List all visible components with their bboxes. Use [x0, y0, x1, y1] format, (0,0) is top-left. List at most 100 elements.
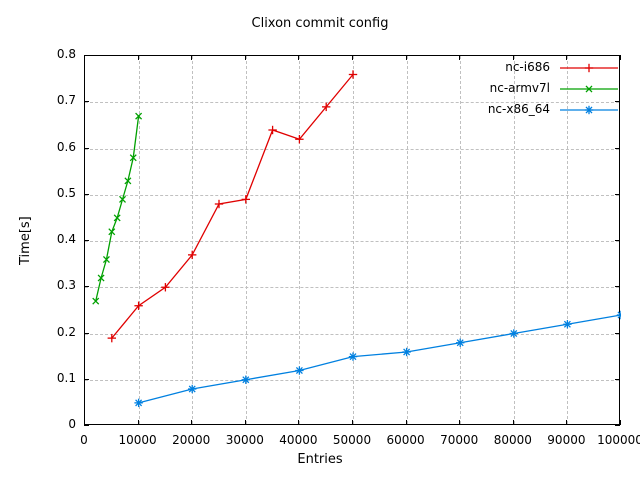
y-tick-mark-right	[615, 332, 620, 334]
data-point-marker	[509, 329, 518, 338]
x-tick-mark-top	[191, 55, 193, 60]
data-point-marker	[135, 112, 143, 120]
data-point-marker	[97, 274, 105, 282]
gridline-horizontal	[85, 102, 619, 104]
data-point-marker	[124, 177, 132, 185]
gridline-horizontal	[85, 148, 619, 150]
data-point-marker	[348, 70, 358, 79]
y-tick-mark	[84, 55, 89, 56]
data-point-marker	[188, 384, 197, 394]
legend-sample-plus-icon	[558, 60, 620, 74]
x-tick-mark	[244, 420, 246, 425]
y-tick-mark-right	[615, 101, 620, 103]
y-tick-label: 0.1	[56, 370, 76, 385]
y-tick-label: 0.6	[56, 139, 76, 154]
gridline-vertical	[299, 56, 301, 424]
x-tick-mark	[352, 420, 353, 425]
y-tick-label: 0.4	[56, 232, 76, 246]
data-point-marker	[108, 228, 116, 236]
legend-sample-star-icon	[558, 102, 620, 116]
x-tick-label: 80000	[493, 433, 532, 447]
x-tick-label: 30000	[225, 433, 264, 447]
data-point-marker	[295, 366, 304, 375]
gridline-horizontal	[85, 333, 619, 335]
y-tick-label: 0.5	[56, 185, 76, 200]
x-tick-mark	[405, 420, 407, 425]
x-tick-mark	[459, 420, 461, 425]
y-tick-label: 0.8	[56, 47, 76, 61]
data-point-marker	[214, 199, 224, 209]
data-point-marker	[134, 398, 143, 408]
data-point-marker	[107, 333, 116, 343]
data-point-marker	[268, 125, 277, 135]
x-tick-mark	[191, 420, 193, 425]
gridline-horizontal	[85, 194, 619, 196]
gridlines	[85, 56, 619, 424]
y-tick-mark-right	[615, 378, 620, 380]
x-tick-label: 0	[80, 433, 88, 447]
y-tick-mark-right	[615, 55, 620, 56]
x-tick-mark-top	[137, 55, 139, 60]
y-tick-mark	[84, 193, 89, 195]
data-point-marker	[456, 338, 465, 347]
data-point-marker	[322, 102, 331, 112]
x-tick-mark	[137, 420, 139, 425]
y-tick-label: 0	[68, 417, 76, 431]
data-point-marker	[92, 297, 100, 305]
data-point-marker	[113, 214, 121, 222]
y-tick-mark	[84, 425, 89, 426]
x-tick-mark	[298, 420, 300, 425]
x-tick-mark-top	[84, 55, 85, 60]
legend-item-nc-i686: nc-i686	[430, 56, 620, 77]
y-axis-label: Time[s]	[18, 216, 33, 265]
x-tick-mark	[620, 420, 621, 425]
data-point-marker	[241, 375, 250, 384]
gridline-vertical	[513, 56, 515, 424]
y-tick-mark	[84, 147, 89, 149]
legend-item-nc-armv7l: nc-armv7l	[430, 77, 620, 98]
data-point-marker	[102, 256, 110, 263]
data-point-marker	[161, 283, 170, 292]
y-tick-mark	[84, 101, 89, 103]
gridline-vertical	[460, 56, 462, 424]
x-tick-mark-top	[566, 55, 568, 60]
y-tick-mark	[84, 286, 89, 288]
gridline-vertical	[245, 56, 247, 424]
x-tick-label: 90000	[547, 433, 586, 447]
plot-area	[84, 55, 621, 425]
gridline-vertical	[406, 56, 408, 424]
y-tick-label: 0.3	[56, 278, 76, 293]
x-tick-mark	[566, 420, 568, 425]
x-tick-mark-top	[352, 55, 353, 60]
data-point-marker	[616, 310, 621, 320]
x-tick-label: 20000	[172, 433, 211, 447]
series-line	[111, 74, 354, 339]
y-tick-mark	[84, 332, 89, 334]
x-tick-mark	[512, 420, 514, 425]
y-tick-mark-right	[615, 193, 620, 195]
data-point-marker	[402, 347, 411, 357]
data-point-marker	[241, 195, 250, 204]
x-tick-mark-top	[405, 55, 407, 60]
x-tick-label: 10000	[118, 433, 157, 447]
data-point-marker	[119, 195, 127, 203]
gridline-vertical	[353, 56, 354, 424]
data-point-marker	[348, 352, 358, 361]
x-tick-mark	[84, 420, 85, 425]
data-point-marker	[129, 154, 137, 162]
x-tick-mark-top	[512, 55, 514, 60]
y-tick-mark	[84, 240, 89, 241]
x-tick-label: 100000	[597, 433, 640, 447]
y-tick-mark	[84, 378, 89, 380]
y-tick-mark-right	[615, 425, 620, 426]
legend-sample-cross-icon	[558, 81, 620, 95]
x-tick-label: 40000	[279, 433, 318, 447]
y-tick-mark-right	[615, 286, 620, 288]
series-line	[138, 314, 621, 404]
x-tick-label: 60000	[386, 433, 425, 447]
y-tick-mark-right	[615, 240, 620, 241]
y-tick-label: 0.2	[56, 324, 76, 339]
data-point-marker	[134, 301, 143, 310]
data-point-marker	[295, 135, 304, 144]
